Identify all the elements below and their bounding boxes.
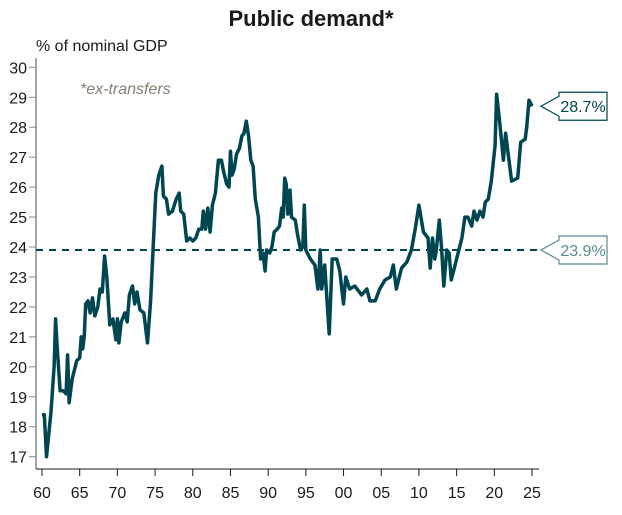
x-tick-label: 85 bbox=[222, 485, 240, 502]
x-tick-label: 20 bbox=[485, 485, 503, 502]
x-tick-label: 75 bbox=[146, 485, 164, 502]
y-tick-label: 17 bbox=[9, 450, 27, 467]
x-tick-label: 05 bbox=[372, 485, 390, 502]
y-tick-label: 22 bbox=[9, 300, 27, 317]
x-tick-label: 80 bbox=[184, 485, 202, 502]
x-tick-label: 65 bbox=[71, 485, 89, 502]
y-axis-label: % of nominal GDP bbox=[36, 38, 168, 55]
y-tick-label: 29 bbox=[9, 90, 27, 107]
chart-title: Public demand* bbox=[228, 6, 393, 31]
x-tick-label: 60 bbox=[33, 485, 51, 502]
x-tick-label: 25 bbox=[523, 485, 541, 502]
y-tick-label: 30 bbox=[9, 60, 27, 77]
y-tick-label: 20 bbox=[9, 360, 27, 377]
x-tick-label: 15 bbox=[448, 485, 466, 502]
y-tick-label: 23 bbox=[9, 270, 27, 287]
series-line bbox=[42, 92, 534, 459]
latest-value-label: 28.7% bbox=[560, 99, 605, 116]
y-tick-label: 21 bbox=[9, 330, 27, 347]
y-tick-label: 18 bbox=[9, 420, 27, 437]
y-tick-label: 19 bbox=[9, 390, 27, 407]
x-tick-label: 95 bbox=[297, 485, 315, 502]
average-value-label: 23.9% bbox=[560, 243, 605, 260]
x-tick-label: 70 bbox=[108, 485, 126, 502]
x-tick-label: 00 bbox=[335, 485, 353, 502]
y-tick-label: 26 bbox=[9, 180, 27, 197]
x-tick-label: 10 bbox=[410, 485, 428, 502]
annotation-ex-transfers: *ex-transfers bbox=[80, 81, 171, 98]
latest-value-box bbox=[539, 91, 608, 121]
y-tick-label: 25 bbox=[9, 210, 27, 227]
y-tick-label: 27 bbox=[9, 150, 27, 167]
y-tick-label: 28 bbox=[9, 120, 27, 137]
average-value-box bbox=[539, 235, 608, 265]
y-tick-label: 24 bbox=[9, 240, 27, 257]
x-tick-label: 90 bbox=[259, 485, 277, 502]
